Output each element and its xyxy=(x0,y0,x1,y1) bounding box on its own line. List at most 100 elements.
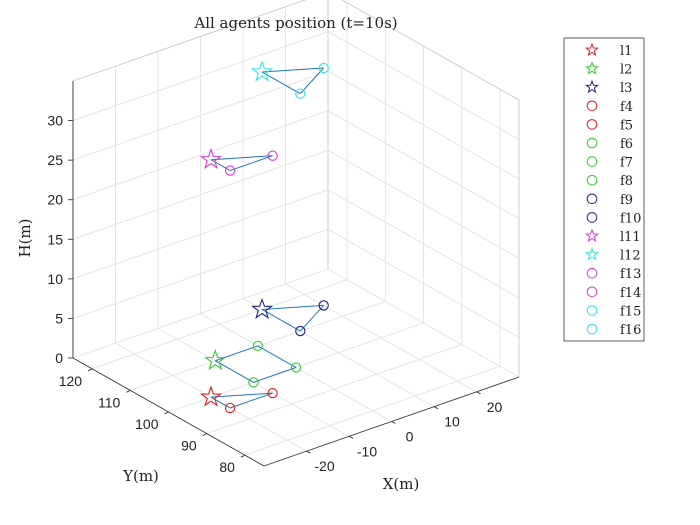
legend-label-f7: f7 xyxy=(620,156,633,171)
y-tick-mark xyxy=(164,411,169,415)
link-l3-f9 xyxy=(261,309,301,332)
link-f7-l2 xyxy=(215,360,254,383)
backwall-grid-z xyxy=(72,189,329,280)
legend-label-f13: f13 xyxy=(620,267,641,282)
z-axis-label: H(m) xyxy=(16,218,34,257)
legend-label-f14: f14 xyxy=(620,286,641,301)
z-tick-label: 0 xyxy=(55,350,63,366)
sidewall-grid-z xyxy=(327,110,520,220)
box-edge xyxy=(72,0,307,82)
legend-marker-f15 xyxy=(586,305,598,316)
y-tick-label: 110 xyxy=(98,394,121,410)
legend-marker-l2 xyxy=(584,61,600,75)
legend-box xyxy=(563,37,645,342)
legend-label-f4: f4 xyxy=(620,100,633,115)
legend-marker-f10 xyxy=(586,212,598,223)
floor-grid-y xyxy=(244,365,501,456)
x-axis-label: X(m) xyxy=(383,475,420,493)
y-tick-mark xyxy=(126,389,131,393)
z-tick-label: 30 xyxy=(47,113,63,129)
floor-grid-y xyxy=(206,344,462,435)
sidewall-grid-z xyxy=(327,268,520,378)
link-f5-l1 xyxy=(210,392,273,398)
legend-marker-f16 xyxy=(586,323,598,335)
legend-marker-f14 xyxy=(586,286,598,298)
agent-marker-f5 xyxy=(267,387,278,399)
x-tick-mark xyxy=(433,406,439,410)
legend-marker-l12 xyxy=(584,247,600,261)
backwall-grid-z xyxy=(72,31,329,121)
y-tick-label: 120 xyxy=(59,373,83,389)
agent-marker-l1 xyxy=(199,385,223,407)
formation-links xyxy=(210,67,325,409)
legend-label-f16: f16 xyxy=(620,323,641,338)
sidewall-grid-z xyxy=(327,189,520,299)
link-l1-f4 xyxy=(210,396,231,409)
link-f9-f10 xyxy=(299,305,325,332)
agent-marker-f4 xyxy=(224,402,236,414)
agent-marker-l2 xyxy=(204,349,227,371)
y-tick-mark xyxy=(87,368,93,372)
legend-label-l3: l3 xyxy=(620,81,632,96)
link-f16-l12 xyxy=(262,67,324,73)
x-tick-mark xyxy=(476,391,481,395)
x-tick-mark xyxy=(391,421,396,424)
legend-label-l12: l12 xyxy=(620,249,641,264)
floor-grid-y xyxy=(91,279,348,370)
legend-label-f10: f10 xyxy=(620,211,641,226)
legend-label-l1: l1 xyxy=(620,44,632,59)
chart-title: All agents position (t=10s) xyxy=(193,14,397,32)
agent-marker-f15 xyxy=(295,88,306,99)
z-tick-label: 5 xyxy=(55,310,63,326)
legend-marker-f4 xyxy=(586,100,598,112)
link-l2-f6 xyxy=(215,345,258,362)
agent-marker-f7 xyxy=(248,377,259,388)
tick-labels: -20 -10 0 10 20 80 90 100 110 120 0 5 10 15 20 25 30 xyxy=(47,113,502,476)
legend-label-f9: f9 xyxy=(620,193,633,208)
agent-marker-f14 xyxy=(267,150,278,161)
grid xyxy=(72,0,520,467)
link-f8-f7 xyxy=(253,367,297,383)
link-f10-l3 xyxy=(262,304,324,310)
legend-label-l2: l2 xyxy=(620,63,632,78)
legend-label-f6: f6 xyxy=(620,137,633,152)
x-tick-label: -20 xyxy=(314,458,334,474)
agent-marker-l11 xyxy=(199,148,223,170)
legend-marker-f7 xyxy=(586,156,598,167)
sidewall-grid-z xyxy=(327,229,520,338)
z-tick-label: 15 xyxy=(47,231,63,247)
backwall-grid-z xyxy=(72,110,329,201)
z-tick-label: 20 xyxy=(47,192,63,208)
legend-label-f8: f8 xyxy=(620,174,633,189)
backwall-grid-z xyxy=(72,149,329,240)
link-f4-f5 xyxy=(229,392,273,409)
legend-marker-l3 xyxy=(584,79,600,94)
x-tick-mark xyxy=(306,450,311,454)
agent-marker-l12 xyxy=(251,60,274,82)
legend-marker-f5 xyxy=(586,119,598,130)
y-tick-label: 90 xyxy=(181,438,197,454)
agent-marker-f16 xyxy=(318,62,329,74)
link-l12-f15 xyxy=(261,71,301,95)
link-l11-f13 xyxy=(210,159,231,171)
legend: l1 l2 l3 f4 f5 f6 f7 f8 f9 f10 l11 l12 f13 f14 f15 f16 xyxy=(563,37,645,342)
z-tick-label: 25 xyxy=(47,152,63,168)
y-tick-label: 100 xyxy=(135,416,159,432)
y-tick-mark xyxy=(202,433,207,437)
agent-markers xyxy=(199,60,329,414)
legend-marker-f8 xyxy=(586,174,598,186)
agent-marker-f13 xyxy=(224,165,236,176)
agent-marker-f9 xyxy=(295,325,306,337)
legend-marker-f6 xyxy=(586,137,598,149)
agent-marker-f6 xyxy=(252,340,263,352)
x-tick-label: 10 xyxy=(444,414,460,430)
y-axis-label: Y(m) xyxy=(122,467,159,485)
legend-label-f15: f15 xyxy=(620,304,641,319)
x-tick-label: -10 xyxy=(357,443,377,459)
agent-marker-f10 xyxy=(318,300,329,311)
agent-marker-f8 xyxy=(290,362,302,373)
sidewall-grid-z xyxy=(327,149,520,259)
backwall-grid-z xyxy=(72,268,329,359)
legend-marker-l1 xyxy=(584,42,600,57)
